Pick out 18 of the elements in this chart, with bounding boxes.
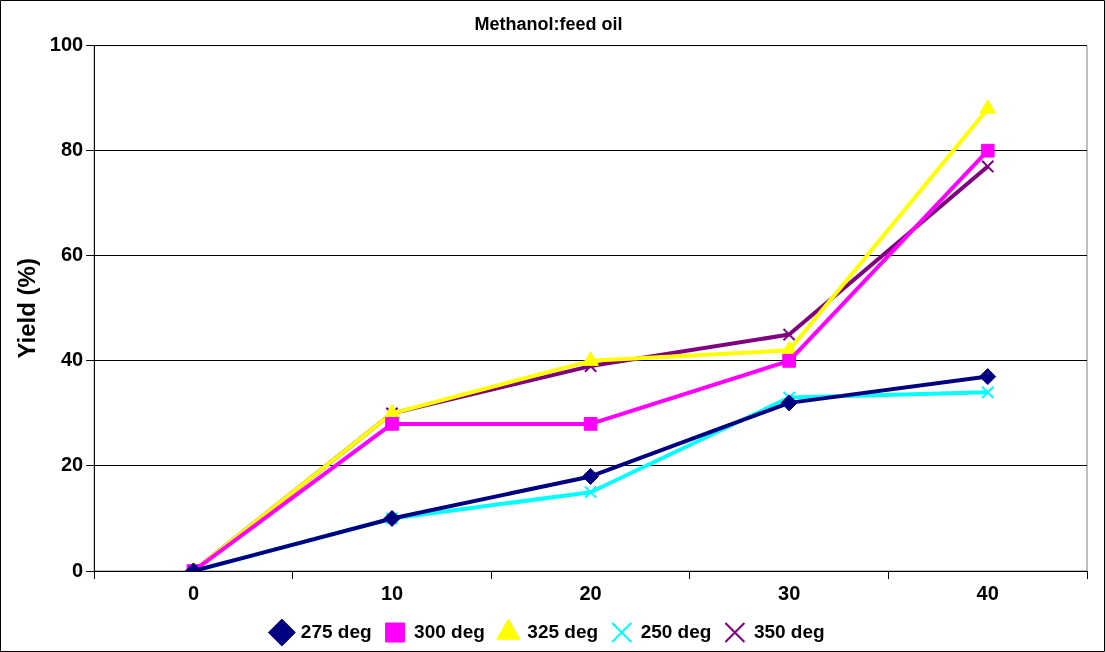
x-tick-label: 40 [976,581,999,604]
y-tick-label: 60 [60,243,84,266]
y-axis-title: Yield (%) [13,258,41,359]
y-tick-label: 80 [60,138,84,161]
legend-label: 300 deg [414,620,485,642]
y-tick-label: 100 [49,33,84,56]
x-tick-label: 0 [187,581,200,604]
legend-label: 350 deg [753,620,825,642]
legend-label: 275 deg [300,620,372,642]
x-tick-label: 30 [778,581,801,604]
x-tick-label: 20 [579,581,602,604]
chart-title: Methanol:feed oil [474,13,623,34]
y-tick-label: 20 [60,453,84,476]
y-tick-label: 40 [60,348,84,371]
y-tick-label: 0 [72,558,84,581]
x-tick-label: 10 [380,581,404,604]
legend-label: 250 deg [640,620,712,642]
legend-label: 325 deg [527,620,599,642]
